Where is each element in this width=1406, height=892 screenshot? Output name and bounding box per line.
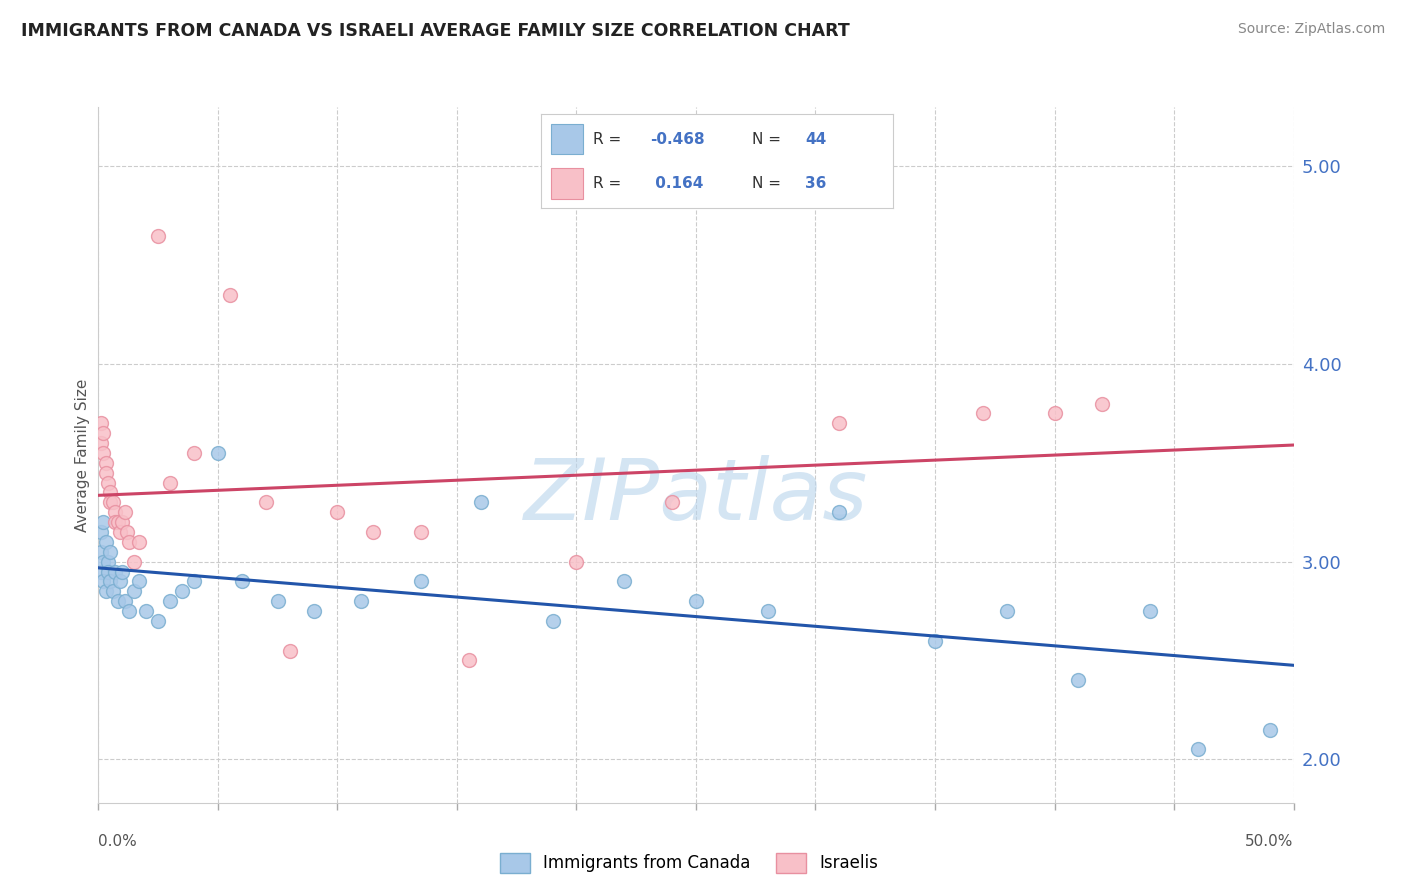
- Point: [90, 436, 112, 450]
- Text: IMMIGRANTS FROM CANADA VS ISRAELI AVERAGE FAMILY SIZE CORRELATION CHART: IMMIGRANTS FROM CANADA VS ISRAELI AVERAG…: [21, 22, 849, 40]
- Point: [135, 604, 157, 618]
- Point: [148, 614, 170, 628]
- Point: [104, 515, 127, 529]
- Point: [91, 555, 114, 569]
- Point: [411, 524, 433, 539]
- Point: [207, 446, 229, 460]
- Point: [114, 505, 136, 519]
- Point: [91, 446, 114, 460]
- Point: [828, 505, 851, 519]
- Point: [828, 417, 851, 431]
- Point: [94, 534, 117, 549]
- Point: [94, 466, 117, 480]
- Point: [98, 574, 122, 589]
- Point: [98, 495, 122, 509]
- Point: [278, 643, 301, 657]
- Point: [1258, 723, 1281, 737]
- Point: [94, 584, 117, 599]
- Point: [111, 515, 134, 529]
- Point: [159, 594, 181, 608]
- Point: [1067, 673, 1090, 688]
- Point: [995, 604, 1018, 618]
- Point: [613, 574, 636, 589]
- Point: [118, 604, 141, 618]
- Legend: Immigrants from Canada, Israelis: Immigrants from Canada, Israelis: [494, 847, 884, 880]
- Point: [90, 524, 112, 539]
- Point: [148, 228, 170, 243]
- Point: [111, 565, 134, 579]
- Text: ZIPatlas: ZIPatlas: [524, 455, 868, 538]
- Point: [91, 515, 114, 529]
- Point: [470, 495, 492, 509]
- Point: [756, 604, 779, 618]
- Point: [101, 495, 124, 509]
- Point: [685, 594, 707, 608]
- Text: Source: ZipAtlas.com: Source: ZipAtlas.com: [1237, 22, 1385, 37]
- Point: [91, 574, 114, 589]
- Point: [219, 288, 242, 302]
- Point: [90, 417, 112, 431]
- Point: [91, 426, 114, 441]
- Text: 50.0%: 50.0%: [1246, 834, 1294, 849]
- Point: [97, 555, 120, 569]
- Point: [101, 584, 124, 599]
- Point: [128, 534, 150, 549]
- Point: [124, 555, 146, 569]
- Point: [1043, 406, 1066, 420]
- Point: [183, 446, 205, 460]
- Point: [661, 495, 683, 509]
- Point: [124, 584, 146, 599]
- Point: [565, 555, 588, 569]
- Point: [541, 614, 564, 628]
- Point: [107, 594, 129, 608]
- Point: [363, 524, 385, 539]
- Point: [326, 505, 349, 519]
- Point: [118, 534, 141, 549]
- Point: [1091, 396, 1114, 410]
- Point: [411, 574, 433, 589]
- Point: [159, 475, 181, 490]
- Point: [458, 653, 481, 667]
- Point: [90, 565, 112, 579]
- Point: [231, 574, 253, 589]
- Point: [183, 574, 205, 589]
- Point: [350, 594, 373, 608]
- Point: [172, 584, 194, 599]
- Point: [924, 633, 946, 648]
- Point: [97, 565, 120, 579]
- Point: [115, 524, 138, 539]
- Point: [302, 604, 325, 618]
- Point: [108, 574, 131, 589]
- Point: [98, 545, 122, 559]
- Point: [98, 485, 122, 500]
- Text: 0.0%: 0.0%: [98, 834, 138, 849]
- Point: [254, 495, 277, 509]
- Y-axis label: Average Family Size: Average Family Size: [75, 378, 90, 532]
- Point: [1187, 742, 1209, 756]
- Point: [1139, 604, 1161, 618]
- Point: [267, 594, 290, 608]
- Point: [107, 515, 129, 529]
- Point: [97, 475, 120, 490]
- Point: [128, 574, 150, 589]
- Point: [90, 545, 112, 559]
- Point: [972, 406, 994, 420]
- Point: [104, 505, 127, 519]
- Point: [94, 456, 117, 470]
- Point: [108, 524, 131, 539]
- Point: [114, 594, 136, 608]
- Point: [104, 565, 127, 579]
